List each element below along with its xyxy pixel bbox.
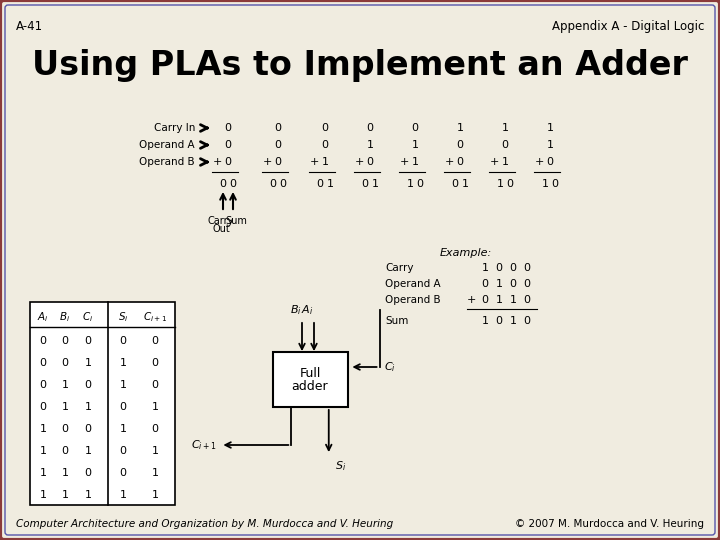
Text: 1: 1 (61, 402, 68, 412)
Text: 1: 1 (151, 490, 158, 500)
Text: 1: 1 (61, 468, 68, 478)
Text: $C_{i+1}$: $C_{i+1}$ (191, 438, 217, 452)
Text: © 2007 M. Murdocca and V. Heuring: © 2007 M. Murdocca and V. Heuring (515, 519, 704, 529)
Text: Operand A: Operand A (140, 140, 195, 150)
Text: 0: 0 (225, 157, 232, 167)
Text: 1: 1 (456, 123, 464, 133)
Text: 0: 0 (120, 468, 127, 478)
Text: 1: 1 (40, 468, 47, 478)
Text: 1: 1 (366, 140, 374, 150)
Text: 1: 1 (151, 468, 158, 478)
Text: 0: 0 (84, 380, 91, 390)
Text: 0: 0 (225, 140, 232, 150)
Text: 0: 0 (523, 279, 531, 289)
Text: 0: 0 (482, 295, 488, 305)
Text: 0: 0 (230, 179, 236, 189)
Text: 0: 0 (412, 123, 418, 133)
Text: 1: 1 (151, 446, 158, 456)
Text: Computer Architecture and Organization by M. Murdocca and V. Heuring: Computer Architecture and Organization b… (16, 519, 393, 529)
Text: 1: 1 (412, 157, 418, 167)
Text: 0: 0 (322, 140, 328, 150)
Text: 1: 1 (322, 157, 328, 167)
Text: 1: 1 (61, 380, 68, 390)
Text: Operand A: Operand A (385, 279, 441, 289)
Text: Using PLAs to Implement an Adder: Using PLAs to Implement an Adder (32, 49, 688, 82)
Text: Operand B: Operand B (385, 295, 441, 305)
Text: 0: 0 (220, 179, 227, 189)
Text: 1: 1 (412, 140, 418, 150)
Text: 1: 1 (84, 358, 91, 368)
Text: 0: 0 (40, 402, 47, 412)
Text: +: + (262, 157, 271, 167)
Text: Full: Full (300, 367, 320, 380)
Text: 0: 0 (451, 179, 459, 189)
Text: +: + (310, 157, 319, 167)
Text: +: + (444, 157, 454, 167)
Text: 1: 1 (84, 446, 91, 456)
Text: 0: 0 (225, 123, 232, 133)
Text: Out: Out (212, 224, 230, 234)
Text: 0: 0 (552, 179, 559, 189)
Text: 1: 1 (120, 424, 127, 434)
Text: 0: 0 (482, 279, 488, 289)
Text: adder: adder (292, 380, 328, 393)
Text: Operand B: Operand B (140, 157, 195, 167)
Text: 1: 1 (120, 490, 127, 500)
Text: 0: 0 (456, 157, 464, 167)
Text: 0: 0 (120, 402, 127, 412)
Text: 1: 1 (120, 358, 127, 368)
Text: 0: 0 (151, 358, 158, 368)
Text: 1: 1 (495, 279, 503, 289)
Text: 0: 0 (523, 263, 531, 273)
Text: 0: 0 (510, 263, 516, 273)
Text: 0: 0 (40, 380, 47, 390)
Text: 0: 0 (279, 179, 287, 189)
Text: 1: 1 (84, 402, 91, 412)
Text: 0: 0 (61, 424, 68, 434)
Text: 0: 0 (84, 336, 91, 346)
FancyBboxPatch shape (5, 5, 715, 535)
Text: Appendix A - Digital Logic: Appendix A - Digital Logic (552, 20, 704, 33)
Text: $S_i$: $S_i$ (117, 310, 128, 324)
Text: 0: 0 (120, 446, 127, 456)
Text: $C_i$: $C_i$ (384, 360, 395, 374)
Text: Example:: Example: (440, 248, 492, 258)
Text: 1: 1 (482, 263, 488, 273)
Text: $C_{i+1}$: $C_{i+1}$ (143, 310, 167, 324)
Text: 1: 1 (120, 380, 127, 390)
Text: $A_i$: $A_i$ (37, 310, 49, 324)
Text: Carry: Carry (208, 216, 234, 226)
Text: 0: 0 (523, 295, 531, 305)
Text: 1: 1 (510, 316, 516, 326)
Text: 0: 0 (495, 316, 503, 326)
Text: 0: 0 (523, 316, 531, 326)
Text: 0: 0 (151, 336, 158, 346)
Text: 1: 1 (40, 446, 47, 456)
Text: $S_i$: $S_i$ (335, 459, 346, 473)
Text: +: + (212, 157, 222, 167)
Text: Sum: Sum (225, 216, 247, 226)
Text: 1: 1 (84, 490, 91, 500)
Text: 0: 0 (317, 179, 323, 189)
Text: 0: 0 (506, 179, 513, 189)
Text: 0: 0 (84, 424, 91, 434)
Text: 1: 1 (61, 490, 68, 500)
Text: 1: 1 (462, 179, 469, 189)
Text: 1: 1 (40, 424, 47, 434)
Text: Carry: Carry (385, 263, 413, 273)
Text: 0: 0 (40, 358, 47, 368)
Text: +: + (467, 295, 476, 305)
Text: 0: 0 (456, 140, 464, 150)
Text: 0: 0 (151, 424, 158, 434)
Text: 1: 1 (541, 179, 549, 189)
Text: 1: 1 (407, 179, 413, 189)
Text: $B_i\,A_i$: $B_i\,A_i$ (290, 303, 314, 317)
Text: A-41: A-41 (16, 20, 43, 33)
Text: 1: 1 (495, 295, 503, 305)
Text: 0: 0 (40, 336, 47, 346)
Text: 0: 0 (120, 336, 127, 346)
Text: 1: 1 (502, 157, 508, 167)
Text: Carry In: Carry In (153, 123, 195, 133)
Bar (30, 302, 175, 505)
